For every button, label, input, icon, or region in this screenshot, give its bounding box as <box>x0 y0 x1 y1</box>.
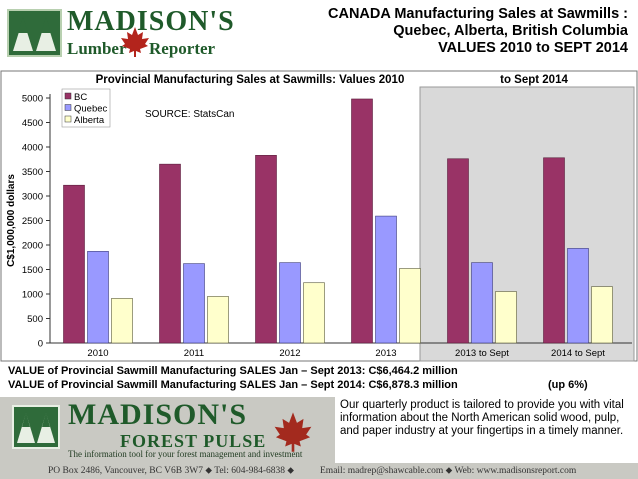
summary-line-2014: VALUE of Provincial Sawmill Manufacturin… <box>8 379 458 391</box>
sales-summary: VALUE of Provincial Sawmill Manufacturin… <box>8 364 588 392</box>
y-tick-label: 0 <box>38 339 43 350</box>
contact-bar: PO Box 2486, Vancouver, BC V6B 3W7 ⬥ Tel… <box>0 463 638 479</box>
contact-address: PO Box 2486, Vancouver, BC V6B 3W7 ⬥ Tel… <box>48 466 295 476</box>
title-line-2: Quebec, Alberta, British Columbia <box>393 23 628 39</box>
tree-logo-icon <box>7 9 62 57</box>
x-tick-label: 2011 <box>184 348 204 359</box>
x-tick-label: 2012 <box>279 348 300 359</box>
y-tick-label: 5000 <box>22 94 43 105</box>
bar-bc-3 <box>351 98 373 344</box>
bar-alberta-1 <box>207 296 229 344</box>
bar-bc-1 <box>159 163 181 344</box>
title-line-3: VALUES 2010 to SEPT 2014 <box>438 40 628 56</box>
maple-leaf-icon <box>274 412 312 452</box>
bar-alberta-4 <box>495 291 517 344</box>
legend-swatch-quebec <box>64 104 72 111</box>
bar-alberta-3 <box>399 268 421 344</box>
bar-quebec-5 <box>567 248 589 344</box>
bar-bc-2 <box>255 155 277 344</box>
y-tick-label: 1500 <box>22 265 43 276</box>
maple-leaf-icon <box>121 27 149 57</box>
bar-quebec-3 <box>375 215 397 344</box>
page-title: CANADA Manufacturing Sales at Sawmills :… <box>228 6 628 57</box>
title-line-1: CANADA Manufacturing Sales at Sawmills : <box>328 6 628 22</box>
chart-svg: Provincial Manufacturing Sales at Sawmil… <box>0 70 638 362</box>
chart-title: Provincial Manufacturing Sales at Sawmil… <box>96 74 405 86</box>
y-tick-label: 3500 <box>22 167 43 178</box>
bar-quebec-0 <box>87 251 109 344</box>
bar-bc-5 <box>543 157 565 344</box>
chart-title-right: to Sept 2014 <box>500 74 568 86</box>
legend-label-bc: BC <box>74 92 87 103</box>
y-tick-label: 4000 <box>22 143 43 154</box>
y-tick-label: 4500 <box>22 118 43 129</box>
summary-line-2013: VALUE of Provincial Sawmill Manufacturin… <box>8 365 458 377</box>
madisons-lumber-reporter-logo: MADISON'S Lumber Reporter <box>7 6 234 60</box>
contact-email-web: Email: madrep@shawcable.com ⬥ Web: www.m… <box>320 466 577 476</box>
logo-name: MADISON'S <box>67 6 235 37</box>
legend-label-alberta: Alberta <box>74 115 105 126</box>
bar-alberta-0 <box>111 298 133 344</box>
tree-logo-icon <box>12 405 60 449</box>
x-tick-label: 2010 <box>87 348 108 359</box>
bar-alberta-5 <box>591 286 613 344</box>
footer-logo-sub: FOREST PULSE <box>120 431 267 451</box>
legend-swatch-bc <box>64 92 72 100</box>
bar-quebec-4 <box>471 262 493 344</box>
forest-pulse-logo: MADISON'S FOREST PULSE The information t… <box>0 397 335 463</box>
sales-bar-chart: Provincial Manufacturing Sales at Sawmil… <box>0 70 638 362</box>
legend-swatch-alberta <box>64 115 72 123</box>
source-note: SOURCE: StatsCan <box>145 109 234 120</box>
y-tick-label: 2000 <box>22 241 43 252</box>
y-tick-label: 3000 <box>22 192 43 203</box>
y-axis-label: C$1,000,000 dollars <box>6 174 17 267</box>
product-description: Our quarterly product is tailored to pro… <box>340 399 624 437</box>
x-tick-label: 2013 to Sept <box>455 348 509 359</box>
y-tick-label: 500 <box>27 314 43 325</box>
bar-quebec-1 <box>183 263 205 344</box>
bar-alberta-2 <box>303 282 325 344</box>
legend-label-quebec: Quebec <box>74 104 108 115</box>
footer-tagline: The information tool for your forest man… <box>68 449 303 459</box>
bar-bc-0 <box>63 184 85 344</box>
bar-bc-4 <box>447 158 469 344</box>
y-tick-label: 2500 <box>22 216 43 227</box>
logo-sub-right: Reporter <box>149 39 216 58</box>
y-tick-label: 1000 <box>22 290 43 301</box>
change-percent: (up 6%) <box>548 379 588 391</box>
footer-logo-name: MADISON'S <box>68 398 248 431</box>
bar-quebec-2 <box>279 262 301 344</box>
x-tick-label: 2013 <box>375 348 396 359</box>
logo-sub-left: Lumber <box>67 39 127 58</box>
x-tick-label: 2014 to Sept <box>551 348 605 359</box>
forest-pulse-banner: MADISON'S FOREST PULSE The information t… <box>0 397 638 479</box>
